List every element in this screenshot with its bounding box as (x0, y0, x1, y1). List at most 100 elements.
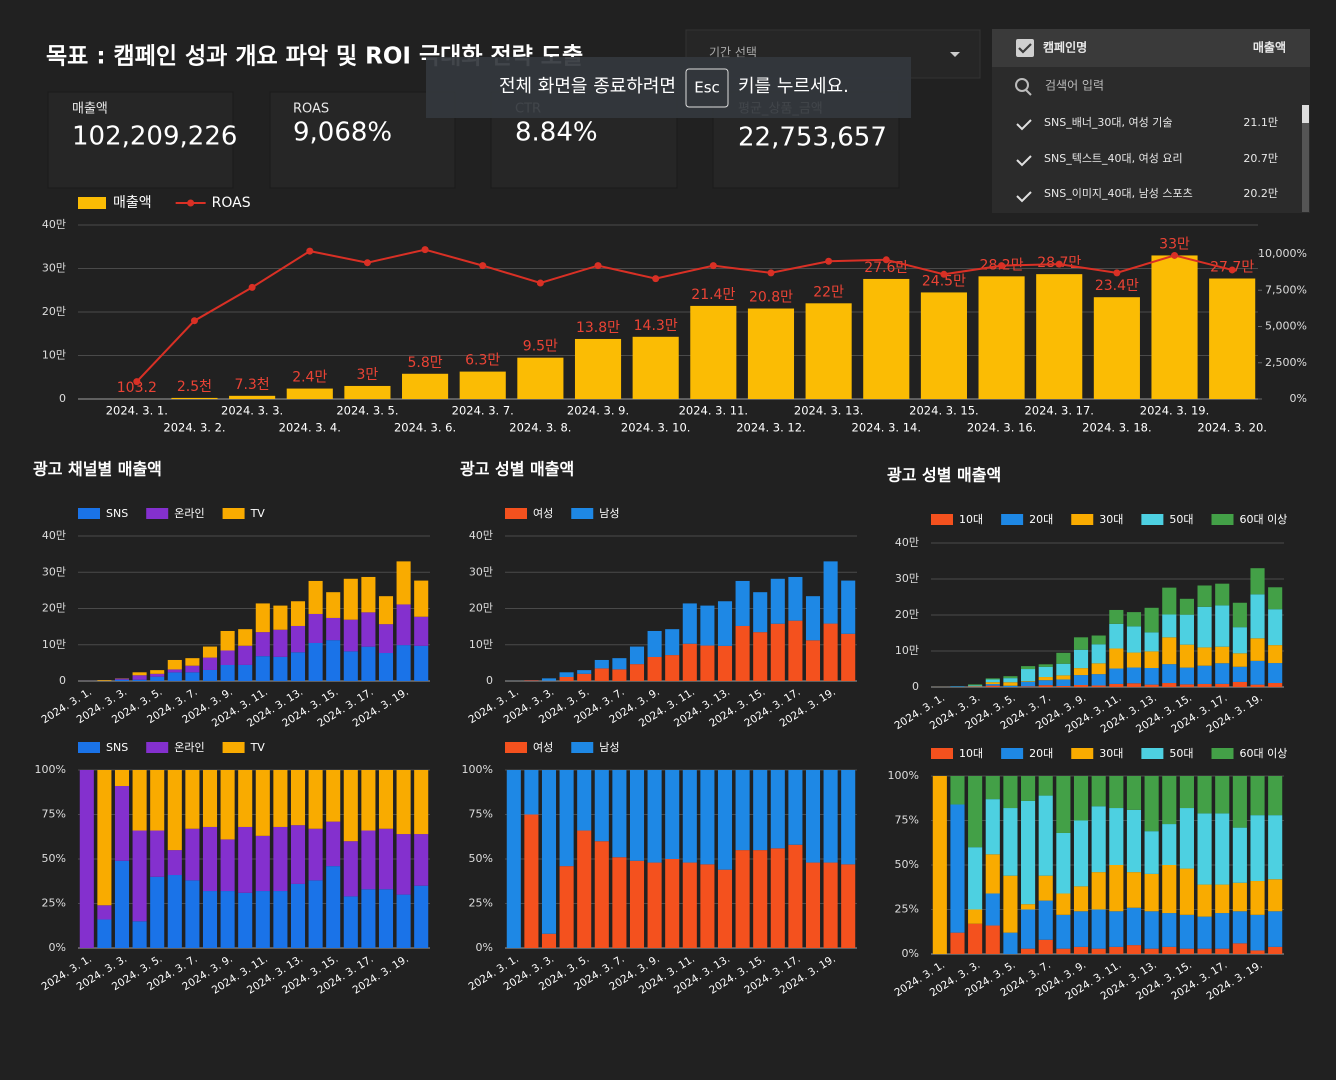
row-checkbox[interactable] (1016, 119, 1032, 131)
data-label: 7.3천 (235, 377, 270, 393)
bar-segment (1197, 585, 1212, 607)
x-tick-label: 2024. 3. 6. (394, 421, 456, 435)
bar-segment (97, 919, 112, 948)
legend-swatch (146, 742, 169, 753)
y-tick-label: 75% (42, 808, 66, 821)
y-tick-label: 50% (895, 858, 919, 871)
bar-segment (150, 770, 165, 831)
bar-segment (308, 580, 323, 614)
bar-segment (1091, 674, 1106, 686)
data-label: 5.8만 (407, 355, 442, 371)
bar-segment (1056, 685, 1071, 687)
bar-segment (1091, 776, 1106, 807)
bar-segment (167, 659, 182, 670)
bar (574, 338, 622, 399)
legend-swatch (1071, 748, 1094, 759)
bar-segment (841, 580, 856, 634)
bar-segment (805, 862, 821, 948)
select-all-checkbox[interactable] (1016, 39, 1034, 57)
bar (1093, 297, 1140, 399)
bar-segment (968, 847, 983, 910)
bar-segment (1250, 950, 1265, 954)
bar-segment (132, 679, 147, 681)
bar-segment (1179, 598, 1194, 615)
search-input[interactable]: 검색어 입력 (1045, 79, 1104, 93)
bar-segment (1073, 637, 1089, 650)
bar-segment (1109, 865, 1124, 912)
bar-segment (132, 672, 147, 676)
bar-segment (1162, 913, 1177, 947)
line-point (767, 269, 775, 277)
bar-segment (788, 770, 803, 845)
bar-segment (1003, 776, 1018, 809)
bar-segment (524, 680, 539, 681)
y-tick-label: 0 (486, 674, 493, 687)
legend-swatch (146, 508, 169, 519)
bar-segment (700, 605, 715, 646)
bar-segment (1021, 686, 1036, 687)
bar-segment (700, 770, 715, 865)
bar-segment (1056, 914, 1071, 949)
line-point (536, 279, 544, 287)
bar-segment (343, 896, 358, 948)
legend-swatch (571, 742, 594, 753)
bar-segment (255, 891, 270, 948)
legend-label: ROAS (212, 195, 251, 211)
bar-segment (1109, 683, 1124, 687)
bar-segment (717, 645, 733, 681)
bar-segment (770, 770, 785, 849)
legend-swatch (1141, 514, 1164, 525)
bar-segment (1250, 660, 1265, 685)
bar-segment (150, 673, 165, 677)
scroll-thumb[interactable] (1302, 105, 1309, 123)
line-point (940, 270, 948, 278)
row-checkbox[interactable] (1016, 191, 1032, 203)
legend-swatch (1211, 748, 1234, 759)
legend-swatch (1071, 514, 1094, 525)
overlay-text: 키를 누르세요. (738, 76, 849, 97)
bar-segment (114, 786, 130, 861)
kpi-card (269, 91, 456, 189)
bar-segment (985, 682, 1000, 685)
bar-segment (308, 828, 323, 881)
bar-segment (629, 860, 645, 948)
bar-segment (594, 841, 609, 948)
bar-segment (1268, 879, 1283, 912)
bar-segment (150, 670, 165, 674)
line-point (1171, 251, 1179, 259)
bar-segment (273, 656, 288, 681)
bar-segment (559, 866, 574, 948)
bar (747, 308, 795, 399)
bar-segment (378, 828, 394, 890)
bar-segment (841, 770, 856, 865)
bar-segment (1232, 602, 1247, 628)
legend-swatch (78, 742, 100, 753)
y-tick-label: 0% (902, 947, 919, 960)
bar-segment (1232, 653, 1247, 667)
legend-swatch (222, 742, 245, 753)
bar-segment (220, 839, 235, 892)
legend-label: 여성 (533, 741, 553, 754)
legend-label: 30대 (1099, 513, 1123, 526)
bar-segment (985, 776, 1000, 800)
bar-segment (1215, 605, 1230, 647)
campaign-panel: 캠페인명 매출액 검색어 입력 SNS_배너_30대, 여성 기술 21.1만 … (992, 29, 1310, 213)
bar-segment (1144, 873, 1159, 912)
data-label: 14.3만 (634, 318, 678, 334)
bar-segment (114, 678, 130, 680)
bar-segment (361, 612, 376, 647)
x-tick-label: 2024. 3. 3. (221, 404, 283, 418)
y-tick-label: 10만 (42, 638, 66, 651)
bar-segment (1268, 911, 1283, 947)
bar-segment (629, 664, 645, 681)
x-tick-label: 2024. 3. 19. (1140, 404, 1210, 418)
y-tick-label: 20만 (895, 608, 919, 621)
scrollbar[interactable] (1302, 105, 1309, 212)
row-checkbox[interactable] (1016, 155, 1032, 167)
bar-segment (1126, 667, 1142, 684)
bar-segment (290, 652, 306, 681)
bar-segment (682, 862, 697, 948)
bar-segment (1215, 948, 1230, 954)
bar-segment (361, 889, 376, 948)
bar-segment (1091, 948, 1106, 954)
